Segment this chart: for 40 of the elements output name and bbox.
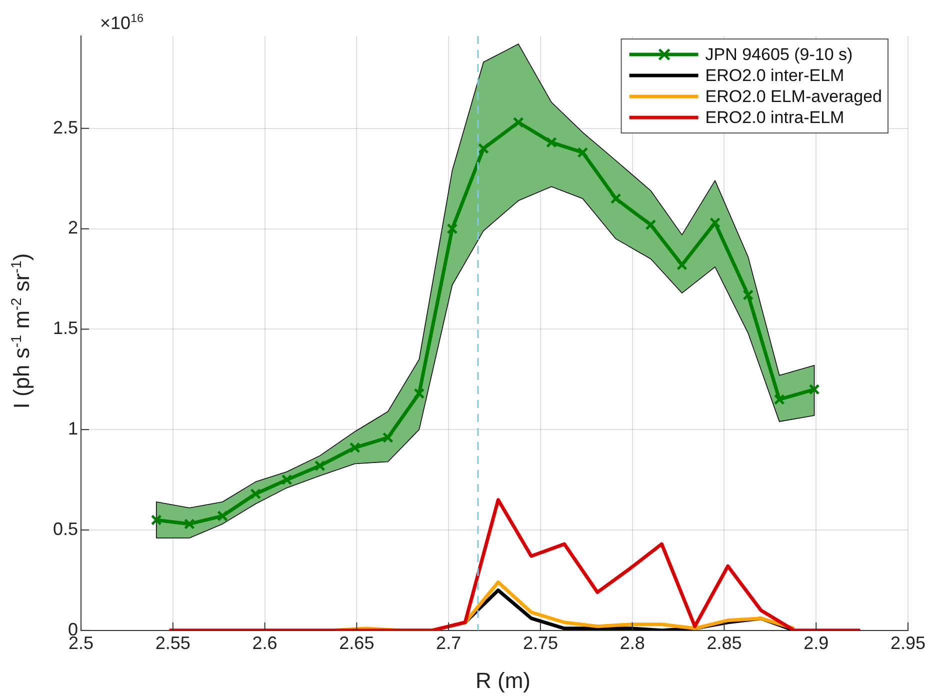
x-tick-label: 2.85 xyxy=(706,633,742,654)
legend-label: ERO2.0 intra-ELM xyxy=(705,108,844,128)
point xyxy=(645,219,656,230)
x-tick-label: 2.75 xyxy=(522,633,558,654)
point xyxy=(774,394,785,405)
point xyxy=(808,384,820,395)
x-tick-label: 2.55 xyxy=(155,633,190,654)
point xyxy=(742,290,754,301)
x-tick-label: 2.9 xyxy=(804,633,829,654)
point xyxy=(281,474,292,486)
point xyxy=(349,442,360,454)
point xyxy=(250,488,262,500)
point xyxy=(446,223,458,234)
y-tick-label: 0.5 xyxy=(52,518,78,539)
point xyxy=(710,217,721,228)
legend-label: JPN 94605 (9-10 s) xyxy=(705,45,853,64)
y-tick-label: 1 xyxy=(68,418,78,439)
x-tick-label: 2.7 xyxy=(436,633,462,654)
point xyxy=(150,514,162,526)
point xyxy=(217,510,228,522)
x-tick-label: 2.8 xyxy=(620,633,645,654)
point xyxy=(414,388,425,399)
y-tick-label: 2.5 xyxy=(52,117,78,138)
point xyxy=(610,193,622,204)
point xyxy=(546,136,557,148)
point xyxy=(382,432,394,444)
x-axis-title: R (m) xyxy=(476,668,530,694)
point xyxy=(512,116,524,128)
y-tick-label: 2 xyxy=(68,218,78,238)
x-tick-label: 2.95 xyxy=(890,633,926,654)
legend-label: ERO2.0 ELM-averaged xyxy=(705,87,882,106)
point xyxy=(478,142,489,154)
x-tick-label: 2.6 xyxy=(252,633,278,654)
text: ×10$^{16}$ xyxy=(100,12,144,34)
point xyxy=(314,460,326,472)
point xyxy=(577,146,588,158)
point xyxy=(184,518,195,530)
x-tick-label: 2.65 xyxy=(339,633,374,654)
y-tick-label: 1.5 xyxy=(52,318,78,338)
legend-label: ERO2.0 inter-ELM xyxy=(705,66,844,86)
